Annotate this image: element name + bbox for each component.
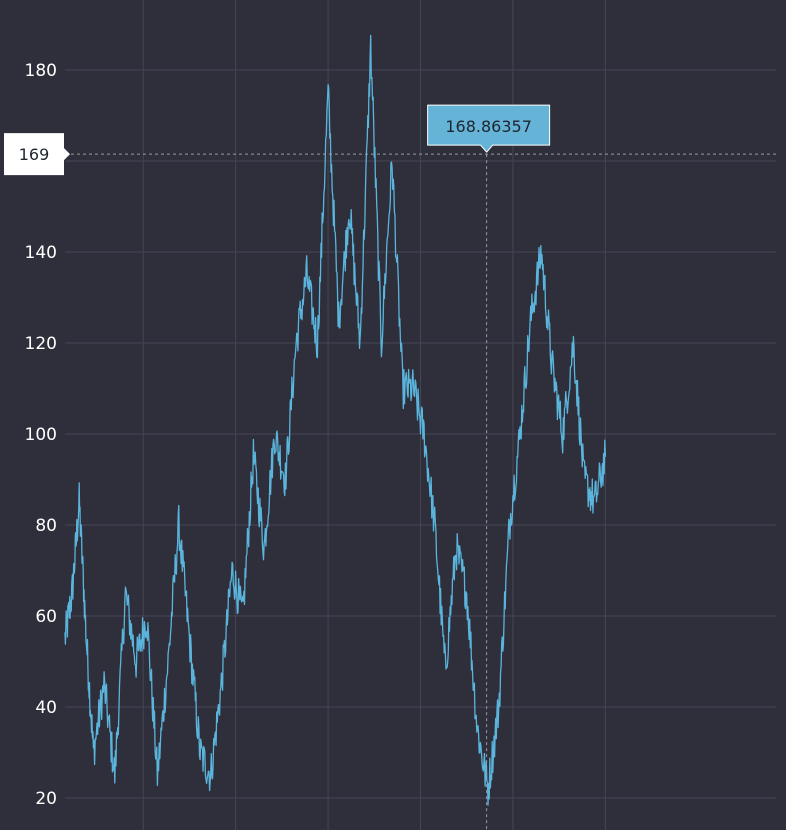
tooltip-box xyxy=(427,104,551,153)
y-tick-label-100: 100 xyxy=(25,425,57,445)
tooltip-value: 168.86357 xyxy=(445,117,532,136)
y-tick-label-60: 60 xyxy=(35,607,57,627)
y-tick-label-20: 20 xyxy=(35,789,57,809)
y-tick-label-120: 120 xyxy=(25,334,57,354)
y-tick-label-40: 40 xyxy=(35,698,57,718)
y-axis-ticks: 20406080100120140160180 xyxy=(25,61,57,809)
y-tick-label-80: 80 xyxy=(35,516,57,536)
crosshair-y-label-box xyxy=(4,133,70,176)
series-group xyxy=(64,34,607,806)
y-tick-label-140: 140 xyxy=(25,243,57,263)
tooltip: 168.86357 xyxy=(427,104,551,153)
series-line xyxy=(64,34,607,806)
y-tick-label-180: 180 xyxy=(25,61,57,81)
crosshair: 169 xyxy=(4,133,776,830)
crosshair-y-label: 169 xyxy=(19,145,50,164)
